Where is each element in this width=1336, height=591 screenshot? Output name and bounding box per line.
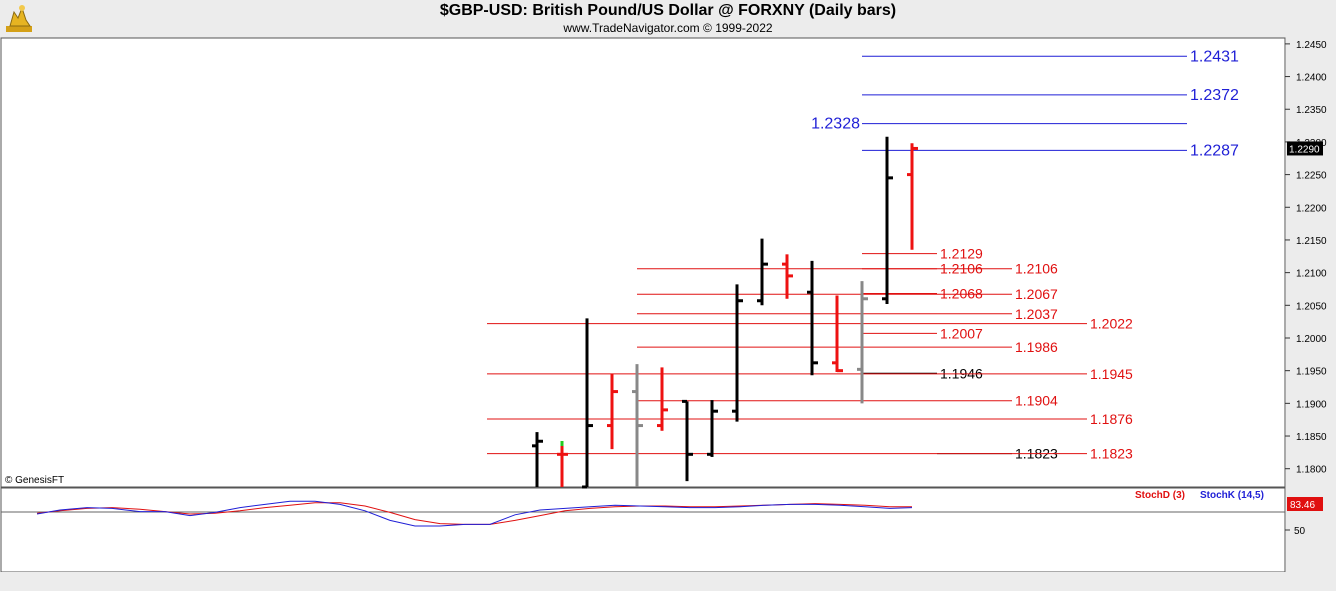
level-label: 1.1946 xyxy=(940,365,983,381)
y-axis-tick-label: 1.2100 xyxy=(1296,269,1327,280)
level-label: 1.2068 xyxy=(940,286,983,302)
y-axis-tick-label: 1.2000 xyxy=(1296,334,1327,345)
stochastic-line xyxy=(36,500,913,527)
level-label: 1.2287 xyxy=(1190,142,1239,159)
level-label: 1.1986 xyxy=(1015,339,1058,355)
copyright-label: © GenesisFT xyxy=(5,475,64,486)
last-price-box xyxy=(1287,141,1323,156)
y-axis-panel xyxy=(1286,38,1336,572)
trading-bull-logo-icon xyxy=(4,2,34,34)
stochastic-legend-label: StochK (14,5) xyxy=(1200,490,1264,501)
y-axis-tick-label: 1.1950 xyxy=(1296,367,1327,378)
stochastic-legend-label: StochD (3) xyxy=(1135,490,1185,501)
y-axis-tick-label: 1.2350 xyxy=(1296,105,1327,116)
stochastic-last-value: 83.46 xyxy=(1290,500,1315,511)
y-axis-tick-label: 1.2050 xyxy=(1296,301,1327,312)
y-axis-tick-label: 1.2250 xyxy=(1296,171,1327,182)
y-axis-tick-label: 1.1850 xyxy=(1296,432,1327,443)
level-label: 1.2067 xyxy=(1015,286,1058,302)
level-label: 1.2431 xyxy=(1190,48,1239,65)
y-axis-tick-label: 1.2450 xyxy=(1296,40,1327,51)
level-label: 1.1904 xyxy=(1015,393,1058,409)
stochastic-axis-tick-label: 50 xyxy=(1294,526,1306,537)
y-axis-tick-label: 1.2400 xyxy=(1296,73,1327,84)
level-label: 1.2372 xyxy=(1190,87,1239,104)
chart-subtitle: www.TradeNavigator.com © 1999-2022 xyxy=(563,21,773,35)
y-axis-tick-label: 1.1800 xyxy=(1296,465,1327,476)
price-panel xyxy=(0,37,1286,488)
last-price-label: 1.2290 xyxy=(1289,144,1320,155)
y-axis-tick-label: 1.2200 xyxy=(1296,203,1327,214)
level-label: 1.2022 xyxy=(1090,316,1133,332)
level-label: 1.2129 xyxy=(940,246,983,262)
level-label: 1.1876 xyxy=(1090,411,1133,427)
level-label: 1.2037 xyxy=(1015,306,1058,322)
level-label: 1.2328 xyxy=(811,116,860,133)
level-label: 1.2007 xyxy=(940,325,983,341)
y-axis-tick-label: 1.1900 xyxy=(1296,399,1327,410)
stochastic-last-value-box xyxy=(1287,497,1323,511)
level-label: 1.1823 xyxy=(1090,446,1133,462)
chart-title: $GBP-USD: British Pound/US Dollar @ FORX… xyxy=(439,2,897,19)
chart-header: $GBP-USD: British Pound/US Dollar @ FORX… xyxy=(0,0,1336,38)
level-label: 1.2106 xyxy=(1015,261,1058,277)
y-axis-tick-label: 1.2150 xyxy=(1296,236,1327,247)
level-label: 1.1945 xyxy=(1090,366,1133,382)
stochastic-panel xyxy=(0,487,1286,573)
time-axis xyxy=(0,572,1336,591)
